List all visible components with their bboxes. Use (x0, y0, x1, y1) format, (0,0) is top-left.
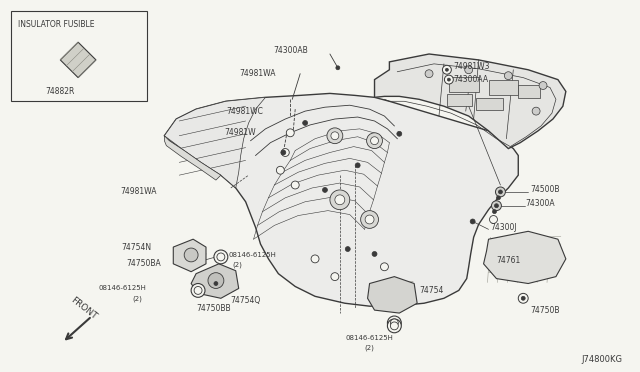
Circle shape (281, 150, 286, 155)
Text: 74750BB: 74750BB (196, 304, 230, 312)
Polygon shape (11, 11, 147, 101)
Circle shape (330, 190, 349, 210)
Polygon shape (60, 42, 96, 78)
Bar (476, 98, 504, 110)
Circle shape (355, 163, 360, 168)
Text: 74981W3: 74981W3 (454, 62, 490, 71)
Circle shape (323, 187, 328, 192)
Circle shape (214, 282, 218, 285)
Circle shape (445, 68, 449, 71)
Text: 74981WA: 74981WA (239, 69, 275, 78)
Circle shape (495, 187, 506, 197)
Circle shape (521, 296, 525, 300)
Polygon shape (164, 136, 221, 180)
Circle shape (444, 75, 453, 84)
Circle shape (493, 210, 497, 214)
Circle shape (425, 70, 433, 78)
Circle shape (214, 250, 228, 264)
Text: 08146-6125H: 08146-6125H (99, 285, 147, 291)
Circle shape (371, 137, 378, 145)
Circle shape (331, 132, 339, 140)
Circle shape (291, 181, 299, 189)
Circle shape (465, 66, 473, 74)
Circle shape (447, 78, 451, 81)
Text: 74761: 74761 (497, 256, 521, 265)
Circle shape (470, 219, 475, 224)
Circle shape (336, 66, 340, 70)
Text: 08146-6125H: 08146-6125H (228, 252, 276, 258)
Polygon shape (191, 264, 239, 298)
Circle shape (208, 273, 224, 288)
Text: J74800KG: J74800KG (581, 355, 622, 364)
Circle shape (191, 283, 205, 297)
Text: 74300AA: 74300AA (454, 75, 489, 84)
Text: (2): (2) (233, 262, 243, 268)
Circle shape (380, 263, 388, 271)
Bar (447, 94, 472, 106)
Circle shape (282, 148, 289, 157)
Circle shape (495, 204, 499, 208)
Text: 74981W: 74981W (224, 128, 255, 137)
Text: 74300A: 74300A (525, 199, 555, 208)
Circle shape (499, 190, 502, 194)
Text: 74754N: 74754N (122, 243, 152, 251)
Bar (488, 80, 518, 95)
Circle shape (387, 319, 401, 333)
Text: 74882R: 74882R (45, 87, 75, 96)
Text: 08146-6125H: 08146-6125H (346, 335, 394, 341)
Circle shape (345, 247, 350, 251)
Circle shape (367, 133, 383, 148)
Circle shape (361, 211, 378, 228)
Circle shape (539, 81, 547, 89)
Bar (518, 84, 540, 98)
Text: 74981WA: 74981WA (120, 187, 156, 196)
Circle shape (492, 201, 501, 211)
Text: 74754: 74754 (419, 286, 444, 295)
Polygon shape (374, 54, 566, 148)
Text: (2): (2) (365, 344, 374, 351)
Text: 74750B: 74750B (530, 306, 559, 315)
Circle shape (327, 128, 343, 144)
Circle shape (390, 322, 398, 330)
Text: 74500B: 74500B (530, 185, 559, 195)
Circle shape (276, 166, 284, 174)
Circle shape (372, 251, 377, 256)
Text: (2): (2) (132, 295, 143, 302)
Circle shape (311, 255, 319, 263)
Text: 74300AB: 74300AB (273, 45, 308, 55)
Text: INSULATOR FUSIBLE: INSULATOR FUSIBLE (18, 20, 94, 29)
Circle shape (286, 129, 294, 137)
Circle shape (518, 294, 528, 303)
Circle shape (335, 195, 345, 205)
Polygon shape (164, 93, 518, 306)
Text: 74981WC: 74981WC (227, 107, 264, 116)
Circle shape (497, 196, 500, 200)
Circle shape (490, 215, 497, 224)
Circle shape (442, 65, 451, 74)
Circle shape (184, 248, 198, 262)
Text: FRONT: FRONT (69, 295, 99, 321)
Text: 74300J: 74300J (490, 223, 517, 232)
Circle shape (331, 273, 339, 280)
Circle shape (532, 107, 540, 115)
Bar (449, 77, 479, 92)
Circle shape (387, 316, 401, 330)
Polygon shape (484, 231, 566, 283)
Circle shape (303, 121, 308, 125)
Circle shape (397, 131, 402, 136)
Polygon shape (173, 239, 206, 272)
Circle shape (390, 319, 398, 327)
Polygon shape (367, 277, 417, 313)
Circle shape (217, 253, 225, 261)
Polygon shape (164, 97, 266, 188)
Circle shape (504, 72, 512, 80)
Text: 74754Q: 74754Q (231, 296, 261, 305)
Circle shape (194, 286, 202, 294)
Text: 74750BA: 74750BA (127, 259, 161, 268)
Circle shape (365, 215, 374, 224)
